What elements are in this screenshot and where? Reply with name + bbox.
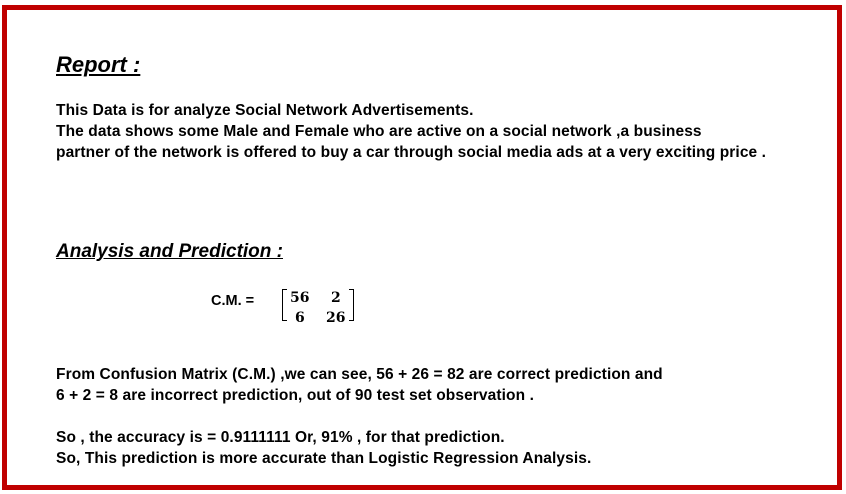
accuracy-line-2: So, This prediction is more accurate tha… [56, 450, 592, 467]
analysis-line-1: From Confusion Matrix (C.M.) ,we can see… [56, 366, 663, 383]
matrix-cell-r0c1: 2 [331, 290, 341, 306]
report-title: Report : [56, 52, 141, 77]
matrix-left-bracket [282, 289, 287, 321]
confusion-matrix: 56 2 6 26 [282, 286, 354, 326]
analysis-line-2: 6 + 2 = 8 are incorrect prediction, out … [56, 387, 534, 404]
report-line-3: partner of the network is offered to buy… [56, 144, 767, 161]
report-line-1: This Data is for analyze Social Network … [56, 102, 474, 119]
report-frame: Report : This Data is for analyze Social… [2, 5, 842, 490]
matrix-cell-r1c0: 6 [295, 310, 305, 326]
matrix-cell-r1c1: 26 [326, 310, 346, 326]
analysis-title: Analysis and Prediction : [56, 241, 283, 262]
report-line-2: The data shows some Male and Female who … [56, 123, 702, 140]
accuracy-line-1: So , the accuracy is = 0.9111111 Or, 91%… [56, 429, 505, 446]
cm-label: C.M. = [211, 293, 255, 309]
matrix-cell-r0c0: 56 [290, 290, 310, 306]
matrix-right-bracket [349, 289, 354, 321]
